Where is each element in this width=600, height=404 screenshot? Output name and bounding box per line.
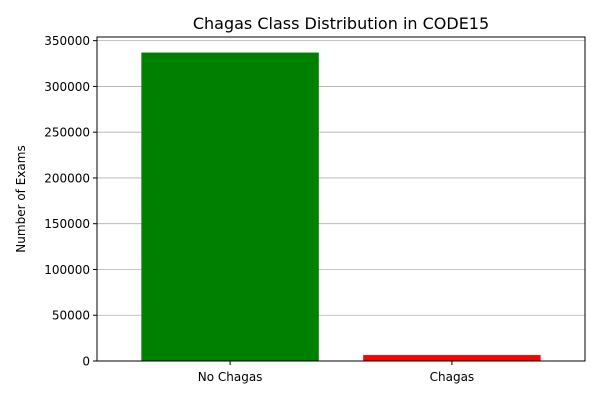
y-tick-label: 150000 <box>44 217 90 231</box>
x-tick-label: No Chagas <box>198 370 263 384</box>
bar-no-chagas <box>141 52 319 361</box>
chart-title: Chagas Class Distribution in CODE15 <box>193 14 489 33</box>
axes-frame <box>96 36 586 362</box>
y-tick-label: 350000 <box>44 34 90 48</box>
y-axis-label: Number of Exams <box>14 145 28 252</box>
y-tick-label: 0 <box>82 355 90 369</box>
x-axis-ticks: No Chagas Chagas <box>198 361 474 384</box>
y-tick-label: 250000 <box>44 126 90 140</box>
y-axis-ticks: 0 50000 100000 150000 200000 250000 300000 3500… <box>44 34 97 369</box>
y-tick-label: 300000 <box>44 80 90 94</box>
bar-chagas <box>363 355 541 361</box>
bars <box>141 52 541 361</box>
x-tick-label: Chagas <box>430 370 475 384</box>
y-tick-label: 200000 <box>44 171 90 185</box>
y-tick-label: 50000 <box>52 309 90 323</box>
y-tick-label: 100000 <box>44 263 90 277</box>
